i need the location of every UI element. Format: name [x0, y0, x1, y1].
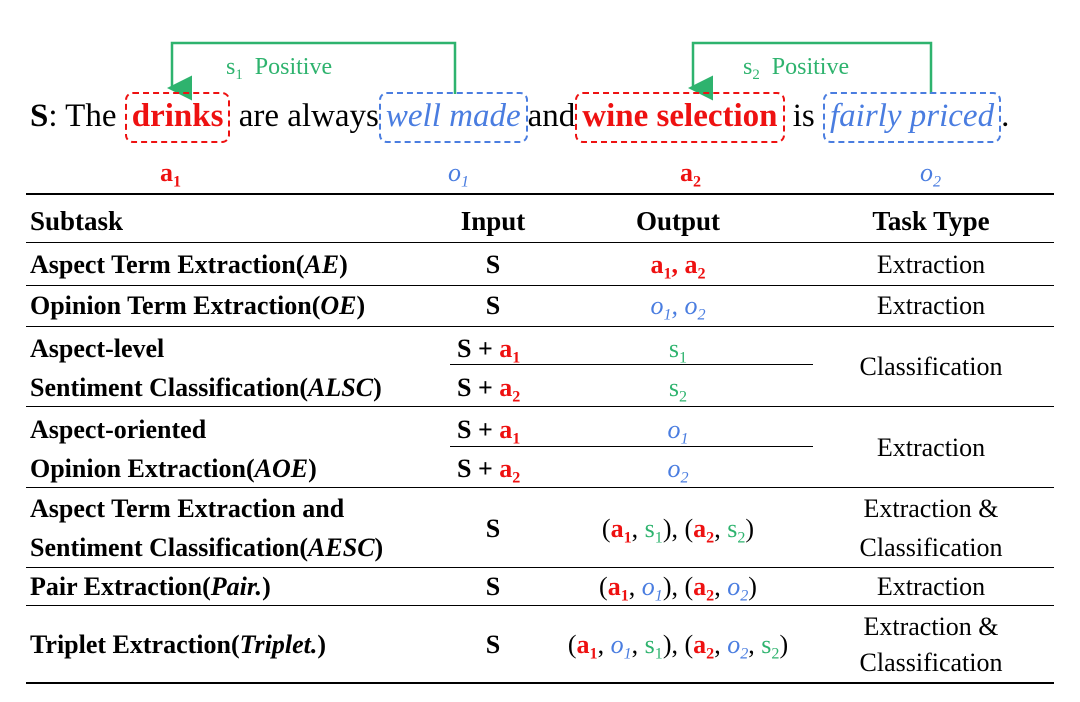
- row-alsc-output-2: s2: [668, 373, 688, 406]
- row-pair-subtask: Pair Extraction(Pair.): [30, 572, 271, 601]
- aspect-term-1: drinks: [124, 92, 231, 143]
- row-alsc-input-2: S + a2: [457, 373, 521, 406]
- row-aesc-subtask-line2: Sentiment Classification(AESC): [30, 533, 384, 562]
- relation-label-1: s1 Positive: [226, 54, 333, 84]
- header-task-type: Task Type: [872, 206, 990, 236]
- row-pair-type: Extraction: [876, 572, 986, 601]
- row-aesc-input: S: [485, 514, 501, 543]
- row-triplet-output: (a1, o1, s1), (a2, o2, s2): [567, 630, 789, 663]
- row-oe-type: Extraction: [876, 291, 986, 320]
- row-triplet-subtask: Triplet Extraction(Triplet.): [30, 630, 327, 659]
- row-ae-type: Extraction: [876, 250, 986, 279]
- row-ae-output: a1, a2: [650, 250, 706, 283]
- row-rule: [26, 487, 1054, 488]
- row-alsc-subtask-line2: Sentiment Classification(ALSC): [30, 373, 382, 402]
- sub-row-rule: [450, 446, 813, 447]
- row-pair-input: S: [485, 572, 501, 601]
- tag-o1: o1: [448, 158, 470, 191]
- row-oe-output: o1, o2: [650, 291, 706, 324]
- row-aoe-input-2: S + a2: [457, 454, 521, 487]
- aspect-term-2: wine selection: [575, 92, 785, 143]
- row-aoe-subtask-line2: Opinion Extraction(AOE): [30, 454, 317, 483]
- row-ae-subtask: Aspect Term Extraction(AE): [30, 250, 348, 279]
- opinion-term-1: well made: [378, 92, 528, 143]
- row-rule: [26, 567, 1054, 568]
- tag-o2: o2: [920, 158, 942, 191]
- relation-label-2: s2 Positive: [743, 54, 850, 84]
- row-rule: [26, 285, 1054, 286]
- row-alsc-subtask-line1: Aspect-level: [30, 334, 165, 363]
- row-aoe-input-1: S + a1: [457, 415, 521, 448]
- sub-row-rule: [450, 364, 813, 365]
- row-alsc-input-1: S + a1: [457, 334, 521, 367]
- row-aesc-type-line1: Extraction &: [863, 494, 999, 523]
- relation-arrow-1: [167, 41, 457, 101]
- header-rule: [26, 242, 1054, 243]
- header-subtask: Subtask: [30, 206, 124, 236]
- tag-a2: a2: [680, 158, 702, 191]
- row-ae-input: S: [485, 250, 501, 279]
- example-sentence: S: The drinks are always well made and wine…: [30, 92, 1009, 143]
- row-rule: [26, 406, 1054, 407]
- row-oe-subtask: Opinion Term Extraction(OE): [30, 291, 366, 320]
- row-pair-output: (a1, o1), (a2, o2): [599, 572, 757, 605]
- header-input: Input: [460, 206, 526, 236]
- row-rule: [26, 326, 1054, 327]
- row-alsc-type: Classification: [859, 352, 1003, 381]
- header-output: Output: [635, 206, 721, 236]
- row-aesc-subtask-line1: Aspect Term Extraction and: [30, 494, 345, 523]
- row-aesc-output: (a1, s1), (a2, s2): [601, 514, 755, 547]
- row-oe-input: S: [485, 291, 501, 320]
- row-aoe-output-2: o2: [667, 454, 689, 487]
- row-aoe-type: Extraction: [876, 433, 986, 462]
- row-aoe-subtask-line1: Aspect-oriented: [30, 415, 207, 444]
- table-top-rule: [26, 193, 1054, 195]
- table-bottom-rule: [26, 682, 1054, 684]
- relation-arrow-2: [688, 41, 933, 101]
- row-triplet-input: S: [485, 630, 501, 659]
- row-alsc-output-1: s1: [668, 334, 688, 367]
- tag-a1: a1: [160, 158, 182, 191]
- row-aesc-type-line2: Classification: [859, 533, 1003, 562]
- row-triplet-type-line2: Classification: [859, 648, 1003, 677]
- opinion-term-2: fairly priced: [823, 92, 1002, 143]
- row-aoe-output-1: o1: [667, 415, 689, 448]
- row-rule: [26, 605, 1054, 606]
- row-triplet-type-line1: Extraction &: [863, 612, 999, 641]
- sentence-label: S: [30, 98, 49, 134]
